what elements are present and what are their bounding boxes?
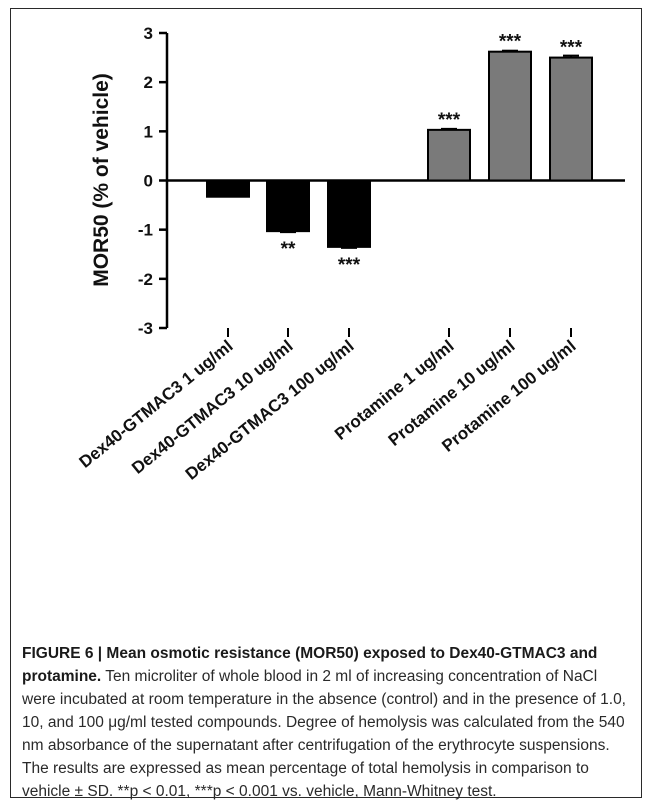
y-tick-label: -1 <box>138 221 153 240</box>
y-tick-label: 1 <box>144 122 153 141</box>
bar <box>488 50 532 182</box>
significance-markers: *********** *** <box>281 32 583 276</box>
bar <box>206 179 250 198</box>
y-tick-label: 2 <box>144 73 153 92</box>
bar <box>327 179 371 248</box>
y-tick-label: 0 <box>144 172 153 191</box>
caption-title: FIGURE 6 | Mean osmotic resistance (MOR5… <box>22 645 598 685</box>
bar <box>427 128 471 182</box>
significance-label: *** <box>560 38 583 59</box>
figure-caption: FIGURE 6 | Mean osmotic resistance (MOR5… <box>22 642 634 803</box>
bar <box>266 179 310 233</box>
y-tick-label: -2 <box>138 270 153 289</box>
y-tick-label: -3 <box>138 319 153 338</box>
significance-label: ** <box>281 239 296 260</box>
figure-frame <box>10 8 642 798</box>
significance-label: *** <box>499 32 522 53</box>
significance-label: *** <box>338 255 361 276</box>
bars <box>206 49 593 249</box>
y-tick-label: 3 <box>144 24 153 43</box>
y-axis-label: MOR50 (% of vehicle) <box>90 73 113 287</box>
bar <box>549 56 593 182</box>
caption-body: Ten microliter of whole blood in 2 ml of… <box>22 668 626 800</box>
significance-label: *** <box>438 110 461 131</box>
axes: 3 2 1 0 -1 -2 -3 <box>138 24 625 338</box>
